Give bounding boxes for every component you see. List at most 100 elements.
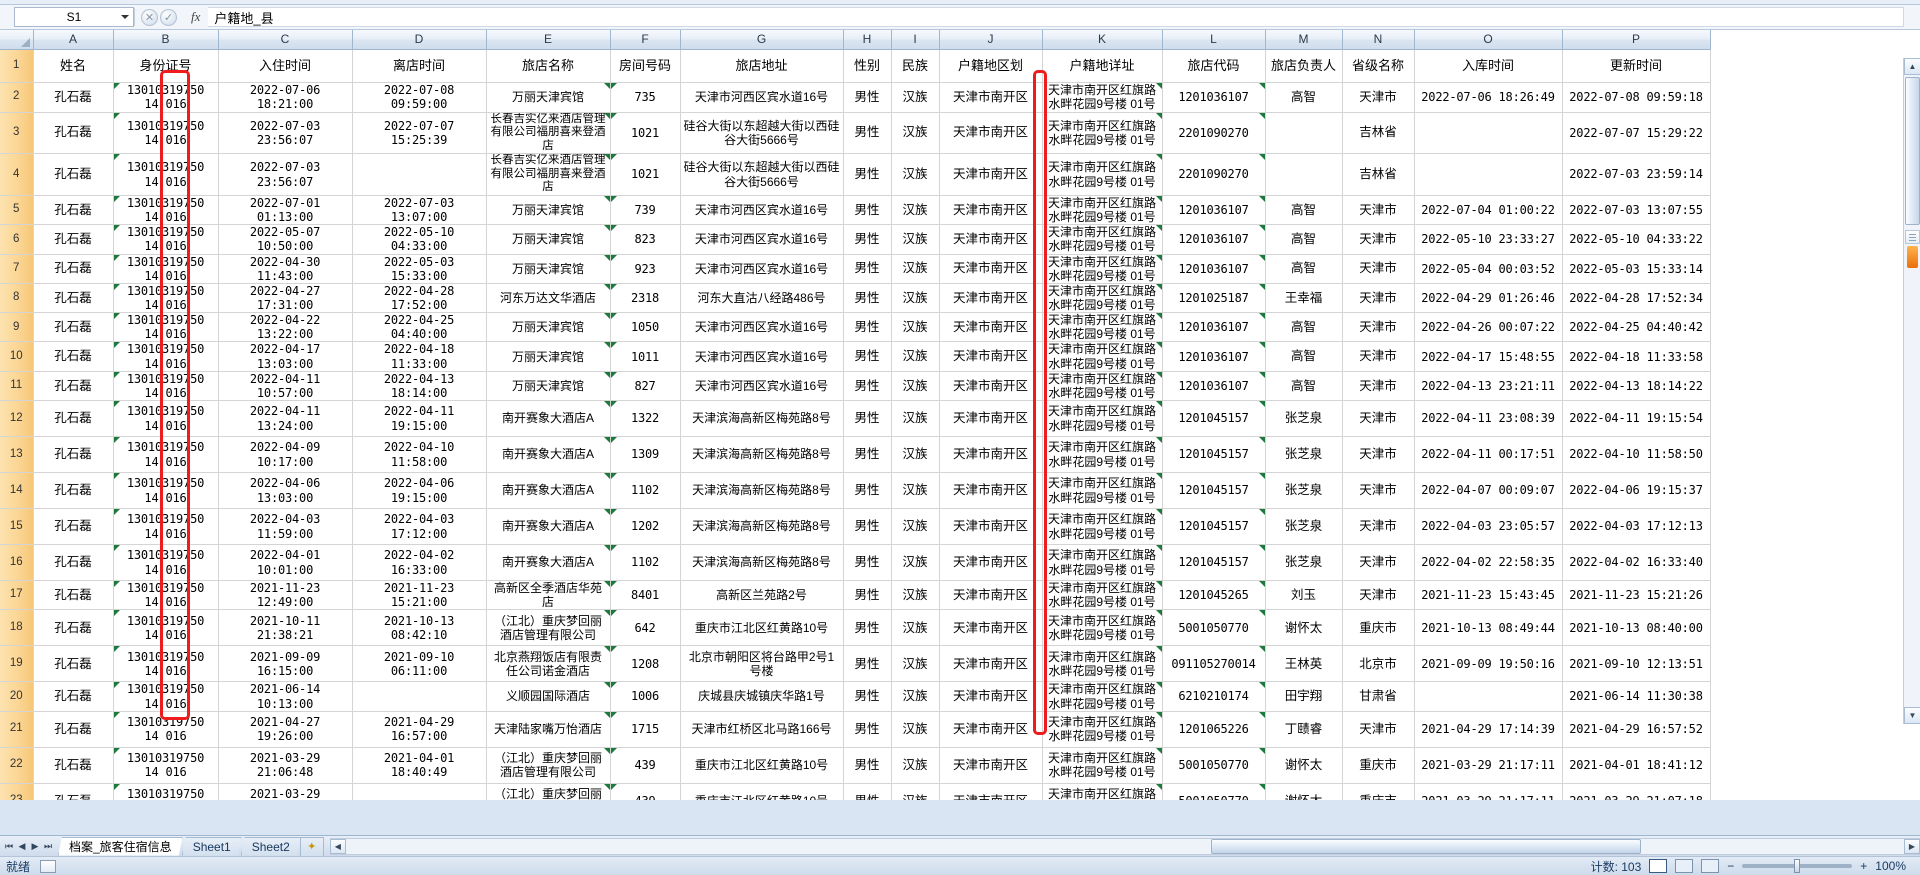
cell-F15[interactable]: 1202	[610, 508, 681, 546]
cell-M19[interactable]: 王林英	[1265, 645, 1343, 683]
cell-F7[interactable]: 923	[610, 254, 681, 284]
cell-K6[interactable]: 天津市南开区红旗路水畔花园9号楼 01号	[1042, 224, 1163, 255]
cell-M15[interactable]: 张芝泉	[1265, 508, 1343, 546]
table-row[interactable]: 21 孔石磊 13010319750 14 016 2021-04-27 19:26:…	[0, 711, 1711, 748]
cell-A20[interactable]: 孔石磊	[33, 681, 114, 712]
cell-H9[interactable]: 男性	[843, 312, 892, 343]
cell-I12[interactable]: 汉族	[891, 400, 940, 438]
cell-D16[interactable]: 2022-04-02 16:33:00	[352, 544, 487, 582]
row-header-11[interactable]: 11	[0, 371, 34, 402]
cell-E4[interactable]: 长春吉实亿来酒店管理有限公司福朋喜来登酒店	[486, 153, 611, 196]
cell-A6[interactable]: 孔石磊	[33, 224, 114, 255]
table-row[interactable]: 11 孔石磊 13010319750 14 016 2022-04-11 10:57:…	[0, 371, 1711, 402]
cell-B17[interactable]: 13010319750 14 016	[113, 580, 219, 611]
cell-G20[interactable]: 庆城县庆城镇庆华路1号	[680, 681, 844, 712]
cell-P15[interactable]: 2022-04-03 17:12:13	[1562, 508, 1711, 546]
cell-P9[interactable]: 2022-04-25 04:40:42	[1562, 312, 1711, 343]
cell-I7[interactable]: 汉族	[891, 254, 940, 284]
chevron-down-icon[interactable]	[121, 15, 129, 19]
cell-O2[interactable]: 2022-07-06 18:26:49	[1414, 82, 1563, 113]
table-row[interactable]: 22 孔石磊 13010319750 14 016 2021-03-29 21:06:…	[0, 747, 1711, 784]
cell-H20[interactable]: 男性	[843, 681, 892, 712]
cell-O17[interactable]: 2021-11-23 15:43:45	[1414, 580, 1563, 611]
cell-K5[interactable]: 天津市南开区红旗路水畔花园9号楼 01号	[1042, 195, 1163, 226]
cell-C5[interactable]: 2022-07-01 01:13:00	[218, 195, 353, 226]
cell-E6[interactable]: 万丽天津宾馆	[486, 224, 611, 255]
cell-K17[interactable]: 天津市南开区红旗路水畔花园9号楼 01号	[1042, 580, 1163, 611]
cell-J11[interactable]: 天津市南开区	[939, 371, 1043, 402]
cell-L7[interactable]: 1201036107	[1162, 254, 1266, 284]
cell-L5[interactable]: 1201036107	[1162, 195, 1266, 226]
cell-E21[interactable]: 天津陆家嘴万怡酒店	[486, 711, 611, 748]
row-header-9[interactable]: 9	[0, 312, 34, 343]
cell-I13[interactable]: 汉族	[891, 436, 940, 474]
cell-L16[interactable]: 1201045157	[1162, 544, 1266, 582]
cell-L21[interactable]: 1201065226	[1162, 711, 1266, 748]
cell-K16[interactable]: 天津市南开区红旗路水畔花园9号楼 01号	[1042, 544, 1163, 582]
cell-B23[interactable]: 13010319750 14 016	[113, 783, 219, 800]
table-row[interactable]: 12 孔石磊 13010319750 14 016 2022-04-11 13:24:…	[0, 400, 1711, 438]
cell-E23[interactable]: （江北）重庆梦回丽酒店管理有限公司	[486, 783, 611, 800]
cell-D9[interactable]: 2022-04-25 04:40:00	[352, 312, 487, 343]
cell-O11[interactable]: 2022-04-13 23:21:11	[1414, 371, 1563, 402]
field-header-o[interactable]: 入库时间	[1414, 49, 1563, 83]
table-row[interactable]: 17 孔石磊 13010319750 14 016 2021-11-23 12:49:…	[0, 580, 1711, 611]
cell-M2[interactable]: 高智	[1265, 82, 1343, 113]
cell-C14[interactable]: 2022-04-06 13:03:00	[218, 472, 353, 510]
cell-H6[interactable]: 男性	[843, 224, 892, 255]
cell-F23[interactable]: 439	[610, 783, 681, 800]
cell-B18[interactable]: 13010319750 14 016	[113, 609, 219, 647]
row-header-20[interactable]: 20	[0, 681, 34, 712]
cell-D6[interactable]: 2022-05-10 04:33:00	[352, 224, 487, 255]
cell-N11[interactable]: 天津市	[1342, 371, 1415, 402]
cell-N15[interactable]: 天津市	[1342, 508, 1415, 546]
cell-B21[interactable]: 13010319750 14 016	[113, 711, 219, 748]
cell-G5[interactable]: 天津市河西区宾水道16号	[680, 195, 844, 226]
cell-M12[interactable]: 张芝泉	[1265, 400, 1343, 438]
cell-I21[interactable]: 汉族	[891, 711, 940, 748]
cell-O5[interactable]: 2022-07-04 01:00:22	[1414, 195, 1563, 226]
cell-A14[interactable]: 孔石磊	[33, 472, 114, 510]
cell-O4[interactable]	[1414, 153, 1563, 196]
cell-E17[interactable]: 高新区全季酒店华苑店	[486, 580, 611, 611]
cell-D15[interactable]: 2022-04-03 17:12:00	[352, 508, 487, 546]
table-row[interactable]: 7 孔石磊 13010319750 14 016 2022-04-30 11:43:0…	[0, 254, 1711, 284]
cell-F20[interactable]: 1006	[610, 681, 681, 712]
cell-L14[interactable]: 1201045157	[1162, 472, 1266, 510]
cell-D21[interactable]: 2021-04-29 16:57:00	[352, 711, 487, 748]
cell-C9[interactable]: 2022-04-22 13:22:00	[218, 312, 353, 343]
row-header-10[interactable]: 10	[0, 341, 34, 372]
field-header-b[interactable]: 身份证号	[113, 49, 219, 83]
cell-A2[interactable]: 孔石磊	[33, 82, 114, 113]
cell-P23[interactable]: 2021-03-29 21:07:18	[1562, 783, 1711, 800]
cell-J9[interactable]: 天津市南开区	[939, 312, 1043, 343]
cell-G2[interactable]: 天津市河西区宾水道16号	[680, 82, 844, 113]
cell-M3[interactable]	[1265, 112, 1343, 155]
cell-J12[interactable]: 天津市南开区	[939, 400, 1043, 438]
cell-H3[interactable]: 男性	[843, 112, 892, 155]
sheet-nav-buttons[interactable]: ⏮ ◀ ▶ ⏭	[0, 841, 58, 852]
cell-N4[interactable]: 吉林省	[1342, 153, 1415, 196]
cell-J8[interactable]: 天津市南开区	[939, 283, 1043, 314]
row-header-8[interactable]: 8	[0, 283, 34, 314]
cell-N19[interactable]: 北京市	[1342, 645, 1415, 683]
cell-J13[interactable]: 天津市南开区	[939, 436, 1043, 474]
cell-L20[interactable]: 6210210174	[1162, 681, 1266, 712]
cell-N14[interactable]: 天津市	[1342, 472, 1415, 510]
cell-O8[interactable]: 2022-04-29 01:26:46	[1414, 283, 1563, 314]
cell-H10[interactable]: 男性	[843, 341, 892, 372]
cell-P4[interactable]: 2022-07-03 23:59:14	[1562, 153, 1711, 196]
cell-A9[interactable]: 孔石磊	[33, 312, 114, 343]
cell-P19[interactable]: 2021-09-10 12:13:51	[1562, 645, 1711, 683]
vertical-scroll-thumb[interactable]	[1905, 77, 1920, 225]
page-layout-view-icon[interactable]	[1675, 859, 1694, 873]
field-header-f[interactable]: 房间号码	[610, 49, 681, 83]
cell-A3[interactable]: 孔石磊	[33, 112, 114, 155]
cell-J7[interactable]: 天津市南开区	[939, 254, 1043, 284]
cell-I6[interactable]: 汉族	[891, 224, 940, 255]
cell-C2[interactable]: 2022-07-06 18:21:00	[218, 82, 353, 113]
cell-K23[interactable]: 天津市南开区红旗路水畔花园9号楼 01号	[1042, 783, 1163, 800]
row-header-18[interactable]: 18	[0, 609, 34, 647]
field-header-k[interactable]: 户籍地详址	[1042, 49, 1163, 83]
